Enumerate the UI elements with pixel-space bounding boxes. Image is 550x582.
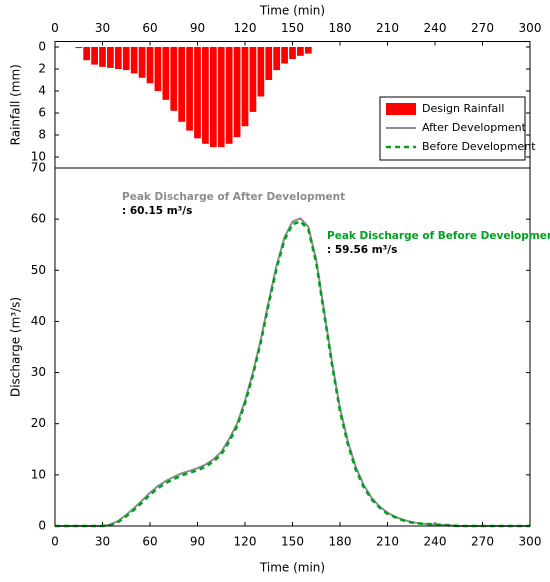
bar [241,47,249,127]
legend-label: After Development [422,121,527,134]
y-tick-label: 10 [31,150,46,164]
bar [83,47,91,61]
y-tick-label: 4 [38,84,46,98]
y-tick-label: 70 [31,161,46,175]
y-tick-label: 50 [31,263,46,277]
bar [146,47,154,84]
y-tick-label: 8 [38,128,46,142]
bar [265,47,273,80]
bar [75,47,83,49]
bar [91,47,98,65]
y-axis-title: Discharge (m³/s) [9,297,23,397]
x-axis-title: Time (min) [259,561,325,575]
bar [202,47,209,144]
bar [233,47,241,138]
x-tick-label: 240 [424,535,447,549]
x-tick-label: 210 [376,535,399,549]
y-tick-label: 6 [38,106,46,120]
x-tick-label: 210 [376,21,399,35]
x-tick-label: 90 [190,21,205,35]
bar [122,47,130,71]
legend-label: Before Development [422,140,536,153]
x-tick-label: 180 [329,21,352,35]
legend-label: Design Rainfall [422,102,504,115]
x-tick-label: 270 [471,21,494,35]
y-tick-label: 60 [31,212,46,226]
annotation: Peak Discharge of After Development [122,191,345,203]
bar [170,47,178,111]
y-tick-label: 2 [38,62,46,76]
bar [162,47,170,100]
bar [99,47,106,67]
x-tick-label: 300 [519,21,542,35]
bar [217,47,225,148]
bar [225,47,233,144]
bar [209,47,217,148]
x-tick-label: 300 [519,535,542,549]
y-tick-label: 10 [31,467,46,481]
x-tick-label: 30 [95,535,110,549]
x-tick-label: 30 [95,21,110,35]
y-tick-label: 40 [31,314,46,328]
y-tick-label: 0 [38,40,46,54]
bar [107,47,114,68]
bar [297,47,304,56]
bar [154,47,162,91]
bar [178,47,186,122]
x-tick-label: 270 [471,535,494,549]
line [55,217,530,527]
x-tick-label: 150 [281,21,304,35]
bar [273,47,281,71]
x-tick-label: 60 [142,21,157,35]
bar [281,47,288,64]
x-tick-label: 90 [190,535,205,549]
x-tick-label: 120 [234,535,257,549]
bar [130,47,138,74]
x-tick-label: 60 [142,535,157,549]
plot-frame [54,167,531,527]
bar [138,47,146,78]
x-tick-label: 120 [234,21,257,35]
x-tick-label: 240 [424,21,447,35]
annotation: Peak Discharge of Before Development [327,230,550,242]
x-tick-label: 150 [281,535,304,549]
y-tick-label: 0 [38,519,46,533]
x-tick-label: 180 [329,535,352,549]
bar [194,47,201,139]
bar [186,47,193,131]
line [55,219,530,528]
bar [304,47,312,54]
bar [114,47,122,69]
y-axis-title: Rainfall (mm) [9,64,23,145]
annotation: : 59.56 m³/s [327,244,397,256]
y-tick-label: 30 [31,365,46,379]
x-tick-label: 0 [51,535,59,549]
y-tick-label: 20 [31,416,46,430]
x-axis-title: Time (min) [259,4,325,18]
legend-swatch [386,103,416,115]
bar [257,47,265,97]
x-tick-label: 0 [51,21,59,35]
bar [289,47,296,60]
bar [249,47,257,112]
annotation: : 60.15 m³/s [122,205,192,217]
